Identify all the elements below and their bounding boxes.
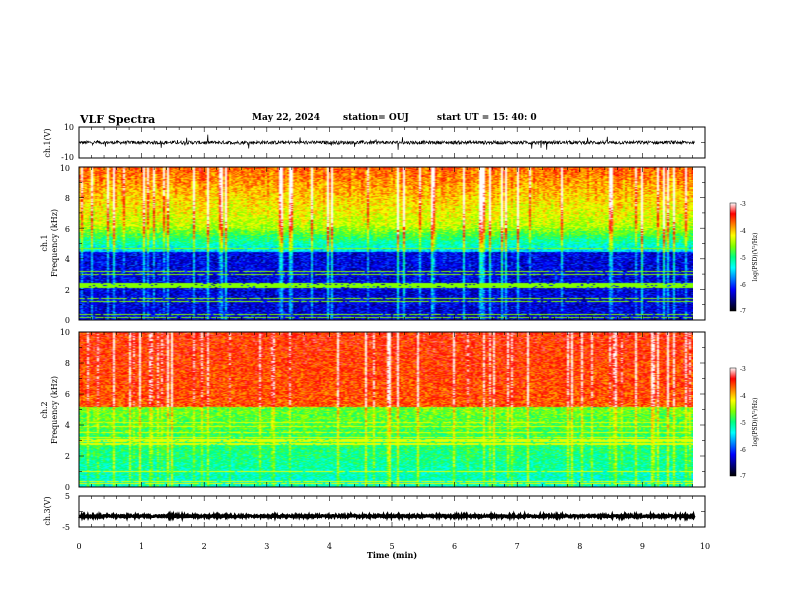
xtick-label-9: 9 (640, 542, 645, 551)
ch2-ytick-6: 6 (65, 390, 70, 399)
ch1-colorbar-tick-6: -6 (740, 282, 746, 289)
ch2-colorbar-tick-6: -6 (740, 447, 746, 454)
ch1-colorbar-tick-5: -5 (740, 255, 746, 262)
waveform-trace (78, 510, 696, 523)
ch1-ytick-bottom: -10 (61, 153, 74, 162)
header-start-time: start UT = 15: 40: 0 (437, 113, 537, 123)
ch2-colorbar-tick-3: -3 (740, 366, 746, 373)
xtick-label-0: 0 (76, 542, 81, 551)
panel-ch1-waveform: 10 -10 ch.1(V) (43, 123, 706, 162)
xtick-label-10: 10 (700, 542, 710, 551)
ch2-colorbar (729, 367, 737, 477)
header-station: station= OUJ (343, 113, 409, 123)
ch1-waveform-ticks (78, 126, 706, 159)
ch2-colorbar-tick-7: -7 (740, 473, 746, 480)
ch2-colorbar-tick-5: -5 (740, 420, 746, 427)
ch1-colorbar-tick-4: -4 (740, 228, 746, 235)
xtick-label-4: 4 (327, 542, 332, 551)
ch3-waveform-ylabel: ch.3(V) (43, 496, 52, 525)
xtick-label-6: 6 (452, 542, 457, 551)
ch2-spectrogram-ylabel-frequency: Frequency (kHz) (50, 376, 59, 444)
ch2-spectrogram-ylabel-channel: ch.2 (40, 401, 49, 418)
panel-ch3-waveform: 5 -5 ch.3(V) (43, 492, 706, 532)
ch2-ytick-2: 2 (65, 452, 70, 461)
ch2-spectrogram-ticks (78, 331, 706, 488)
ch2-colorbar-tick-4: -4 (740, 393, 746, 400)
ch2-ytick-8: 8 (65, 359, 70, 368)
panel-ch1-spectrogram: 0 2 4 6 8 10 ch.1 Frequency (kHz) -3 -4 … (40, 164, 759, 325)
xtick-label-3: 3 (264, 542, 269, 551)
xtick-label-7: 7 (515, 542, 520, 551)
ch1-ytick-0: 0 (65, 316, 70, 325)
ch2-ytick-10: 10 (60, 328, 70, 337)
panel-ch2-spectrogram: 0 2 4 6 8 10 ch.2 Frequency (kHz) -3 -4 … (40, 328, 759, 492)
time-axis-label: Time (min) (367, 550, 417, 560)
ch1-ytick-4: 4 (65, 255, 70, 264)
ch1-waveform-line (79, 134, 695, 150)
ch3-waveform-line (78, 510, 696, 523)
ch2-ytick-0: 0 (65, 483, 70, 492)
ch1-colorbar-label: log(PSD)(V²/Hz) (752, 233, 759, 282)
ch2-colorbar-label: log(PSD)(V²/Hz) (752, 398, 759, 447)
ch1-ytick-10: 10 (60, 164, 70, 173)
ch1-spectrogram-image (79, 167, 693, 320)
ch1-ytick-2: 2 (65, 286, 70, 295)
ch2-spectrogram-image (79, 332, 693, 487)
xtick-label-5: 5 (389, 542, 394, 551)
ch3-waveform-ticks (78, 495, 706, 528)
ch2-ytick-4: 4 (65, 421, 70, 430)
ch1-ytick-top: 10 (64, 123, 74, 132)
ch1-ytick-6: 6 (65, 225, 70, 234)
ch1-colorbar (729, 202, 737, 312)
xtick-label-8: 8 (577, 542, 582, 551)
ch3-ytick-bottom: -5 (62, 523, 70, 532)
ch1-colorbar-tick-3: -3 (740, 201, 746, 208)
ch1-ytick-8: 8 (65, 194, 70, 203)
waveform-trace (79, 134, 695, 150)
ch1-colorbar-tick-7: -7 (740, 308, 746, 315)
ch3-ytick-top: 5 (65, 492, 70, 501)
time-axis: 0 1 2 3 4 5 6 7 8 9 10 Time (min) (76, 542, 710, 560)
ch1-spectrogram-ticks (78, 166, 706, 321)
xtick-label-2: 2 (202, 542, 207, 551)
ch1-waveform-ylabel: ch.1(V) (43, 128, 52, 157)
ch1-spectrogram-ylabel-channel: ch.1 (40, 234, 49, 251)
ch1-spectrogram-ylabel-frequency: Frequency (kHz) (50, 209, 59, 277)
xtick-label-1: 1 (139, 542, 144, 551)
header-date: May 22, 2024 (252, 113, 320, 123)
chart-title: VLF Spectra (80, 113, 156, 126)
